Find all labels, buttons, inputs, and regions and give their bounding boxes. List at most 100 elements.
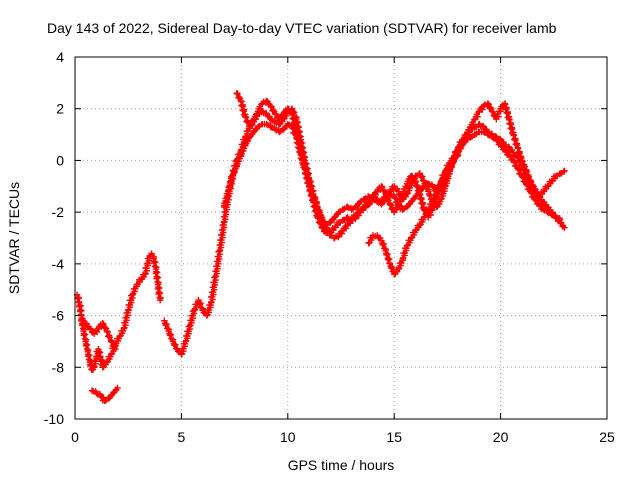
data-point <box>429 198 436 205</box>
data-point <box>506 120 513 127</box>
x-tick-label: 5 <box>178 429 186 445</box>
data-point <box>150 259 158 267</box>
y-tick-label: -8 <box>52 359 65 375</box>
series-track-6 <box>220 121 564 229</box>
data-point <box>531 185 538 193</box>
data-point <box>114 384 121 392</box>
data-point <box>510 136 518 143</box>
data-point <box>552 214 560 221</box>
data-point <box>507 125 515 132</box>
data-point <box>289 115 296 122</box>
series-track-2 <box>78 317 119 353</box>
data-point <box>284 121 291 128</box>
data-point <box>356 198 364 205</box>
data-point <box>271 126 279 133</box>
y-tick-label: -4 <box>52 256 65 272</box>
data-point <box>529 190 537 197</box>
data-point <box>344 203 351 211</box>
data-point <box>97 358 104 365</box>
y-tick-labels: -10 -8 -6 -4 -2 0 2 4 <box>44 49 64 427</box>
data-point <box>154 285 162 293</box>
data-point <box>339 206 347 213</box>
data-point <box>488 108 496 115</box>
data-point <box>84 352 92 360</box>
data-point <box>152 270 159 277</box>
x-tick-labels: 0 5 10 15 20 25 <box>71 429 615 445</box>
x-tick-label: 10 <box>280 429 296 445</box>
data-point <box>525 173 533 181</box>
data-point <box>393 195 400 203</box>
data-point <box>437 177 445 185</box>
chart-title: Day 143 of 2022, Sidereal Day-to-day VTE… <box>47 20 557 36</box>
series-layer <box>73 90 568 405</box>
data-point <box>103 327 111 335</box>
data-point <box>378 183 385 190</box>
data-point <box>365 193 372 200</box>
data-point <box>88 387 96 394</box>
data-point <box>242 113 249 120</box>
data-point <box>413 182 420 190</box>
data-point <box>544 208 551 216</box>
data-point <box>76 303 83 310</box>
data-point <box>369 196 377 203</box>
data-point <box>276 128 283 136</box>
y-tick-label: -10 <box>44 411 64 427</box>
data-point <box>395 265 402 273</box>
data-point <box>502 104 509 112</box>
data-point <box>166 332 174 339</box>
data-point <box>238 102 245 109</box>
y-tick-label: -6 <box>52 308 65 324</box>
data-point <box>561 167 568 174</box>
data-point <box>539 206 547 213</box>
data-point <box>112 345 119 353</box>
data-point <box>107 351 115 358</box>
x-tick-label: 15 <box>386 429 402 445</box>
data-point <box>484 131 492 138</box>
x-tick-label: 0 <box>71 429 79 445</box>
data-point <box>521 175 528 182</box>
data-point <box>267 102 274 110</box>
data-point <box>419 177 427 184</box>
data-point <box>162 321 169 329</box>
data-point <box>76 308 84 315</box>
data-point <box>95 349 103 357</box>
data-point <box>335 208 343 216</box>
grid-layer <box>75 57 607 419</box>
y-tick-label: 4 <box>56 49 64 65</box>
data-point <box>418 200 425 207</box>
y-tick-label: 0 <box>56 152 64 168</box>
y-tick-label: 2 <box>56 101 64 117</box>
data-point <box>516 167 524 174</box>
data-point <box>433 188 440 195</box>
x-axis-label: GPS time / hours <box>288 457 395 473</box>
data-point <box>233 90 240 97</box>
data-point <box>348 206 355 213</box>
data-point <box>512 159 520 166</box>
data-point <box>516 153 524 161</box>
data-point <box>454 152 462 159</box>
data-point <box>129 291 136 299</box>
data-point <box>480 128 487 136</box>
data-point <box>388 265 395 272</box>
data-point <box>527 177 534 185</box>
data-point <box>196 301 203 308</box>
data-point <box>379 241 386 249</box>
tick-layer <box>74 56 608 420</box>
data-point <box>522 167 530 174</box>
data-point <box>361 196 368 203</box>
data-point <box>521 163 528 170</box>
data-point <box>384 256 392 264</box>
data-point <box>386 201 394 208</box>
data-point <box>99 320 106 327</box>
data-point <box>488 133 496 141</box>
data-point <box>471 131 479 138</box>
x-tick-label: 25 <box>599 429 615 445</box>
data-point <box>82 342 90 349</box>
data-point <box>322 221 330 229</box>
data-point <box>172 341 179 348</box>
data-point <box>463 136 470 143</box>
y-axis-label: SDTVAR / TECUs <box>6 182 22 294</box>
data-point <box>106 333 113 341</box>
